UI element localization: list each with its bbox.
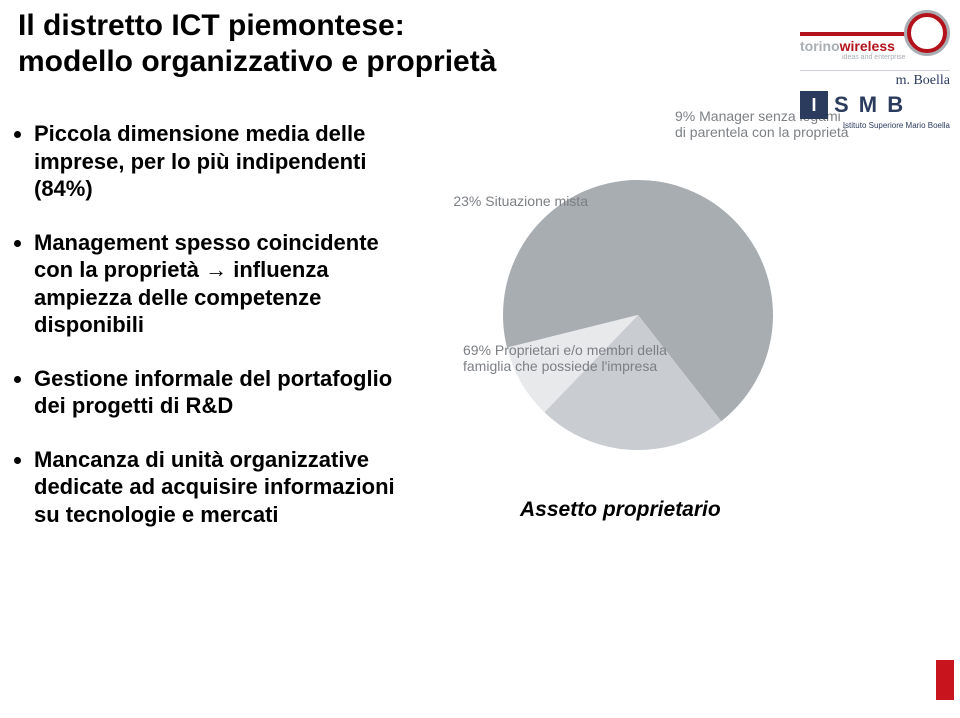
ismb-block: I S M B bbox=[800, 91, 950, 119]
bullet-item: Piccola dimensione media delle imprese, … bbox=[34, 120, 420, 203]
slide: Il distretto ICT piemontese: modello org… bbox=[0, 0, 960, 718]
bullet-item: Mancanza di unità organizzative dedicate… bbox=[34, 446, 420, 529]
pie-svg bbox=[438, 100, 838, 500]
logo-brand-text: torinowireless bbox=[800, 38, 895, 54]
logo-panel: torinowireless ideas and enterprise m. B… bbox=[800, 10, 950, 130]
pie-label-69: 69% Proprietari e/o membri della famigli… bbox=[463, 342, 673, 374]
logo-bar bbox=[800, 32, 910, 36]
ownership-pie-chart bbox=[438, 100, 838, 500]
logo-brand-hl: wireless bbox=[840, 38, 895, 54]
slide-title: Il distretto ICT piemontese: modello org… bbox=[18, 8, 496, 80]
title-line-1: Il distretto ICT piemontese: bbox=[18, 8, 496, 44]
ismb-square: I bbox=[800, 91, 828, 119]
torino-wireless-logo: torinowireless ideas and enterprise bbox=[800, 10, 950, 62]
chart-caption: Assetto proprietario bbox=[520, 498, 721, 522]
bullet-item: Management spesso coincidente con la pro… bbox=[34, 229, 420, 339]
ismb-subtitle: Istituto Superiore Mario Boella bbox=[800, 121, 950, 130]
title-line-2: modello organizzativo e proprietà bbox=[18, 44, 496, 80]
ismb-letters: S M B bbox=[834, 92, 905, 118]
logo-tagline: ideas and enterprise bbox=[842, 54, 905, 61]
side-accent bbox=[936, 660, 954, 700]
ismb-signature: m. Boella bbox=[800, 70, 950, 89]
logo-ring-inner bbox=[907, 13, 947, 53]
pie-label-23: 23% Situazione mista bbox=[438, 193, 588, 209]
logo-brand-pre: torino bbox=[800, 38, 840, 54]
bullet-list: Piccola dimensione media delle imprese, … bbox=[20, 120, 420, 554]
ismb-logo: m. Boella I S M B Istituto Superiore Mar… bbox=[800, 70, 950, 130]
bullet-item: Gestione informale del portafoglio dei p… bbox=[34, 365, 420, 420]
